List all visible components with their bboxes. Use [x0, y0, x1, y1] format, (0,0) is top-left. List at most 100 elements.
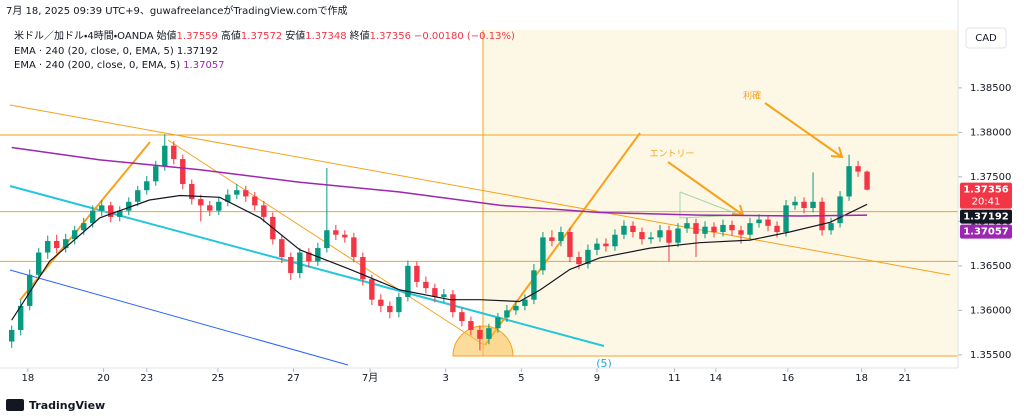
candle-body [441, 294, 447, 298]
price-label: 1.37356 [963, 185, 1009, 196]
x-tick-label: 14 [709, 373, 722, 384]
candle-body [612, 234, 618, 247]
candle-body [468, 321, 474, 330]
x-tick-label: 21 [899, 373, 912, 384]
candle-body [837, 196, 843, 224]
x-tick-label: 7月 [362, 372, 378, 384]
candle-body [81, 223, 87, 231]
candle-body [99, 205, 105, 211]
x-tick-label: 27 [287, 373, 300, 384]
annotation: 利確 [743, 90, 761, 102]
candle-body [297, 252, 303, 273]
y-tick-label: 1.35500 [970, 350, 1011, 361]
ohlc-value: 1.37559 [176, 31, 218, 42]
logo-icon [6, 399, 24, 411]
candle-body [810, 201, 816, 209]
candle-body [576, 256, 582, 265]
candle-body [558, 232, 564, 241]
candle-body [666, 230, 672, 243]
candle-body [108, 205, 114, 217]
annotation: (5) [596, 357, 612, 370]
candle-body [90, 210, 96, 224]
ema-line [11, 194, 868, 321]
candle-body [117, 210, 123, 217]
ema-layer [11, 146, 868, 321]
candle-body [54, 240, 60, 249]
candle-body [855, 166, 861, 172]
annotation: エントリー [649, 150, 694, 160]
change: −0.00180 (−0.13%) [413, 31, 515, 42]
ema-line [11, 146, 868, 217]
price-label: 1.37192 [963, 212, 1009, 223]
price-label: 1.37057 [963, 227, 1009, 238]
take-profit-arrow-head [830, 146, 844, 159]
candle-body [432, 288, 438, 298]
x-tick-label: 23 [140, 373, 153, 384]
x-tick-label: 25 [212, 373, 225, 384]
candle-body [792, 201, 798, 206]
candle-body [423, 281, 429, 289]
candle-body [405, 265, 411, 298]
candle-body [549, 237, 555, 241]
take-profit-arrow [764, 102, 843, 158]
candle-body [126, 201, 132, 211]
candle-body [369, 279, 375, 300]
indicator-name: EMA · 240 (200, close, 0, EMA, 5) [14, 60, 181, 71]
candle-body [261, 205, 267, 217]
candle-body [522, 299, 528, 306]
candle-body [342, 234, 348, 238]
ohlc-label: 終値 [349, 31, 370, 42]
price-label-box [960, 224, 1012, 239]
candle-body [414, 265, 420, 282]
candle-body [234, 190, 240, 195]
candle-body [846, 166, 852, 197]
candle-body [360, 256, 366, 280]
candle-body [486, 328, 492, 339]
channel-line [9, 269, 349, 366]
candle-body [63, 239, 69, 249]
currency: CAD [975, 33, 997, 44]
candle-body [495, 317, 501, 329]
x-tick-label: 9 [594, 373, 600, 384]
x-tick-label: 20 [97, 373, 110, 384]
candle-body [747, 223, 753, 235]
countdown: 20:41 [972, 197, 1001, 208]
x-tick-label: 16 [781, 373, 794, 384]
candle-body [828, 223, 834, 231]
candle-body [378, 299, 384, 306]
timestamp: 7月 18, 2025 09:39 UTC+9、guwafreelanceがTr… [6, 4, 347, 17]
candle-body [396, 297, 402, 313]
legend-line: EMA · 240 (200, close, 0, EMA, 5) 1.37057 [14, 59, 518, 74]
pattern-drawing [679, 191, 741, 219]
candle-body [171, 145, 177, 160]
candle-body [225, 194, 231, 202]
indicator-value: 1.37192 [176, 45, 219, 57]
candle-body [693, 223, 699, 234]
candle-body [729, 224, 735, 231]
candle-body [333, 230, 339, 235]
y-tick-label: 1.36500 [970, 261, 1011, 272]
candle-body [252, 196, 258, 206]
candle-body [585, 249, 591, 265]
candle-body [477, 329, 483, 339]
candle-body [351, 237, 357, 257]
candle-body [504, 310, 510, 318]
candle-body [198, 199, 204, 206]
candle-body [324, 230, 330, 249]
y-tick-label: 1.37500 [970, 172, 1011, 183]
candle-body [702, 226, 708, 234]
entry-arrow [667, 161, 744, 216]
candle-body [720, 224, 726, 233]
y-tick-label: 1.36000 [970, 305, 1011, 316]
legend-line: EMA · 240 (20, close, 0, EMA, 5) 1.37192 [14, 45, 518, 60]
candle-body [675, 228, 681, 243]
candle-body [135, 190, 141, 202]
price-label-box [960, 182, 1012, 209]
currency-box [965, 27, 1007, 49]
candle-body [306, 252, 312, 262]
candle-body [594, 243, 600, 250]
ohlc-label: 始値 [156, 31, 177, 42]
candle-body [684, 223, 690, 229]
ohlc-label: 高値 [220, 31, 241, 42]
candle-body [288, 256, 294, 273]
